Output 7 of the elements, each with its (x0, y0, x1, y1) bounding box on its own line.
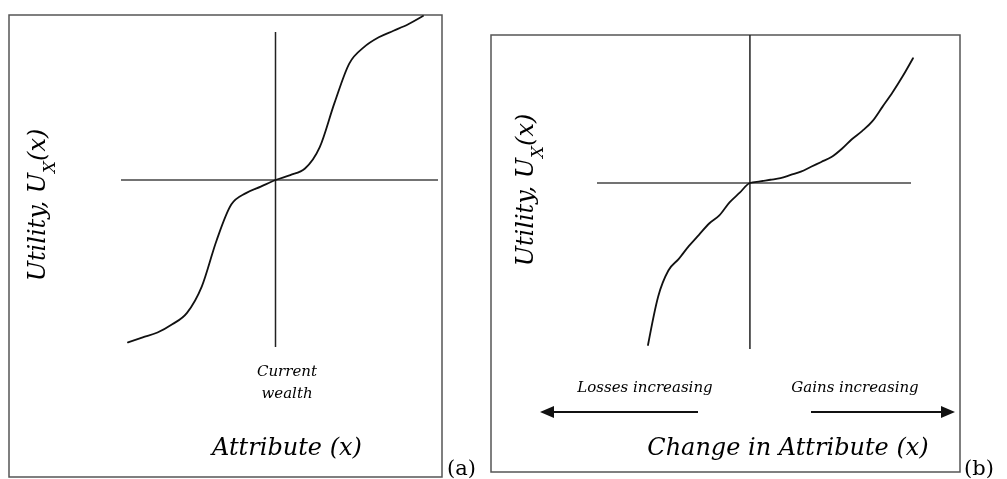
text: (b) (964, 456, 994, 479)
text: (a) (447, 456, 476, 479)
x-axis-title: Attribute (x) (210, 433, 362, 461)
x-axis-title: Change in Attribute (x) (647, 433, 929, 461)
text: Current wealth (256, 362, 318, 402)
text: Losses increasing (576, 378, 713, 396)
text: Gains increasing (791, 378, 919, 396)
